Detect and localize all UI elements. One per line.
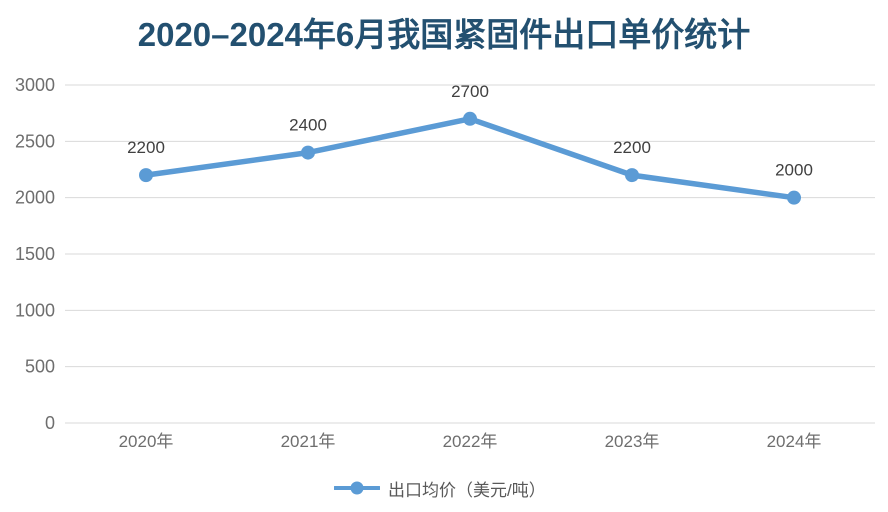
x-tick-label: 2020年 [119,432,174,451]
y-tick-label: 0 [45,413,55,433]
x-tick-label: 2021年 [281,432,336,451]
gridlines [65,84,875,424]
data-point-label: 2700 [451,82,489,101]
data-point-labels: 2200 2400 2700 2200 2000 [127,82,813,180]
data-point-marker [625,168,639,183]
data-point-label: 2400 [289,116,327,135]
legend: 出口均价（美元/吨） [334,476,546,500]
legend-label: 出口均价（美元/吨） [388,480,546,500]
data-point-marker [301,145,315,160]
data-point-marker [139,168,153,183]
data-point-label: 2200 [127,138,165,157]
data-point-markers [139,111,801,205]
data-point-label: 2000 [775,161,813,180]
x-tick-label: 2024年 [767,432,822,451]
y-tick-label: 1500 [15,244,55,264]
y-tick-label: 2500 [15,131,55,151]
data-series-line [143,116,797,201]
data-point-label: 2200 [613,138,651,157]
y-tick-label: 3000 [15,75,55,95]
y-tick-label: 2000 [15,188,55,208]
x-axis-labels: 2020年 2021年 2022年 2023年 2024年 [119,432,822,451]
chart-title: 2020–2024年6月我国紧固件出口单价统计 [137,16,751,53]
x-tick-label: 2022年 [443,432,498,451]
legend-line-marker-icon [334,481,380,495]
x-tick-label: 2023年 [605,432,660,451]
data-point-marker [463,111,477,126]
y-tick-label: 500 [25,357,55,377]
y-tick-label: 1000 [15,300,55,320]
y-axis-labels: 0 500 1000 1500 2000 2500 3000 [15,75,55,433]
data-point-marker [787,190,801,205]
